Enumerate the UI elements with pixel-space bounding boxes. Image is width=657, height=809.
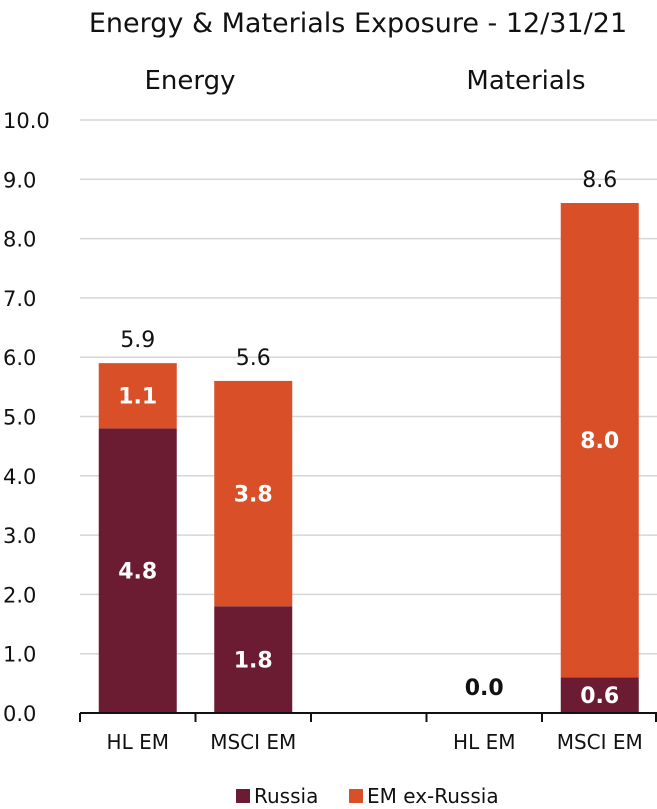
y-tick-label: 6.0 xyxy=(3,346,36,370)
y-tick-label: 9.0 xyxy=(3,168,36,192)
y-tick-label: 8.0 xyxy=(3,228,36,252)
legend: Russia EM ex-Russia xyxy=(236,784,499,808)
total-value-label: 5.6 xyxy=(236,346,271,371)
bar-segment-russia xyxy=(98,428,177,713)
y-tick-label: 4.0 xyxy=(3,465,36,489)
x-tick-label: MSCI EM xyxy=(557,730,643,754)
y-tick-label: 2.0 xyxy=(3,583,36,607)
data-labels: 4.8 1.1 5.9 1.8 3.8 5.6 0.0 0.6 8.0 8.6 xyxy=(118,168,619,709)
group-label-energy: Energy xyxy=(144,66,235,96)
group-label-materials: Materials xyxy=(466,66,585,96)
x-tick-label: HL EM xyxy=(107,730,169,754)
y-tick-label: 7.0 xyxy=(3,287,36,311)
total-value-label: 8.6 xyxy=(582,168,617,193)
x-axis: HL EM MSCI EM HL EM MSCI EM xyxy=(79,712,657,754)
legend-label: EM ex-Russia xyxy=(367,784,499,808)
total-value-label: 5.9 xyxy=(120,328,155,353)
legend-swatch xyxy=(236,789,250,803)
bars xyxy=(98,203,639,713)
segment-value-label: 0.6 xyxy=(580,684,619,709)
x-tick-label: HL EM xyxy=(453,730,515,754)
y-tick-label: 5.0 xyxy=(3,406,36,430)
y-tick-label: 10.0 xyxy=(3,109,50,133)
bar-segment-em-ex-russia xyxy=(214,380,293,607)
y-axis: 0.0 1.0 2.0 3.0 4.0 5.0 6.0 7.0 8.0 9.0 10.0 xyxy=(3,109,50,726)
bar-segment-em-ex-russia xyxy=(98,363,177,429)
x-tick-label: MSCI EM xyxy=(210,730,296,754)
total-value-label: 0.0 xyxy=(465,676,504,701)
y-tick-label: 0.0 xyxy=(3,702,36,726)
segment-value-label: 4.8 xyxy=(118,560,157,585)
bar-segment-russia xyxy=(560,677,639,713)
bar-segment-em-ex-russia xyxy=(560,203,639,678)
chart-title: Energy & Materials Exposure - 12/31/21 xyxy=(89,8,627,39)
segment-value-label: 1.8 xyxy=(234,649,273,674)
y-tick-label: 3.0 xyxy=(3,524,36,548)
segment-value-label: 8.0 xyxy=(580,429,619,454)
legend-label: Russia xyxy=(254,784,318,808)
bar-segment-russia xyxy=(214,606,293,713)
segment-value-label: 3.8 xyxy=(234,483,273,508)
y-tick-label: 1.0 xyxy=(3,643,36,667)
legend-swatch xyxy=(349,789,363,803)
segment-value-label: 1.1 xyxy=(118,385,157,410)
